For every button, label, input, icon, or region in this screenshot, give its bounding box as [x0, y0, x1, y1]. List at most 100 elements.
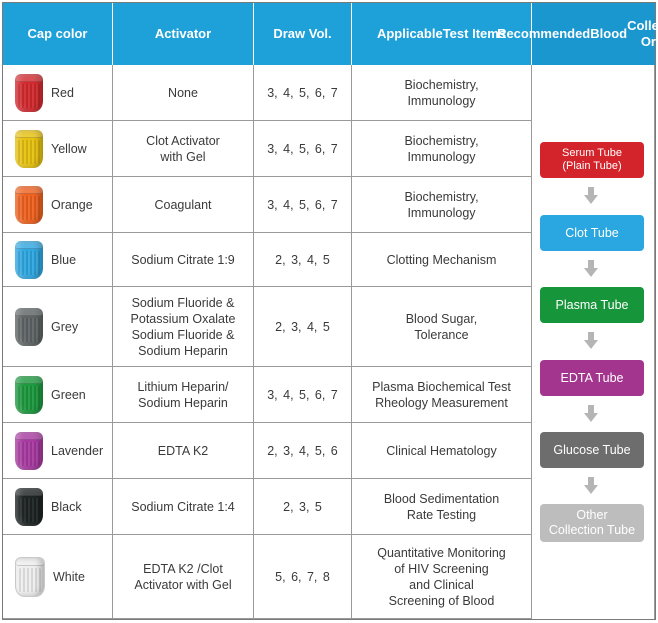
tube-cap-icon	[15, 73, 43, 112]
test-item-line: Biochemistry,	[404, 133, 479, 148]
test-item-line: Biochemistry,	[404, 189, 479, 204]
activator-line: EDTA K2 /Clot	[143, 561, 223, 576]
order-step-label: Glucose Tube	[553, 442, 631, 457]
test-item-line: Biochemistry,	[404, 77, 479, 92]
order-step-label: Other	[576, 508, 608, 522]
order-step-label: Serum Tube	[562, 147, 622, 159]
order-step-box: Glucose Tube	[540, 432, 644, 468]
test-item-line: Immunology	[407, 149, 476, 164]
order-step-label: Clot Tube	[565, 225, 619, 240]
tube-cap-icon	[15, 307, 43, 346]
draw-volume-cell: 3, 4, 5, 6, 7	[254, 121, 352, 177]
header-recommended-line2: Blood	[590, 26, 628, 41]
test-item-line: Plasma Biochemical Test	[372, 379, 511, 394]
activator-line: EDTA K2	[157, 443, 209, 458]
cap-color-label: Blue	[51, 252, 77, 267]
cap-color-cell: Red	[3, 65, 113, 121]
activator-line: Sodium Citrate 1:9	[131, 252, 235, 267]
activator-cell: EDTA K2	[113, 423, 254, 479]
cap-color-cell: White	[3, 535, 113, 619]
activator-cell: EDTA K2 /Clot Activator with Gel	[113, 535, 254, 619]
activator-line: Activator with Gel	[134, 577, 232, 592]
order-step-label: Collection Tube	[548, 523, 636, 537]
down-arrow-icon	[584, 187, 598, 205]
cap-color-label: Green	[51, 387, 86, 402]
cap-color-label: Red	[51, 85, 74, 100]
test-items-cell: Biochemistry, Immunology	[352, 177, 532, 233]
cap-color-label: Grey	[51, 319, 79, 334]
activator-line: Sodium Heparin	[138, 343, 228, 358]
activator-cell: Sodium Fluoride & Potassium Oxalate Sodium…	[113, 287, 254, 367]
draw-volume-cell: 5, 6, 7, 8	[254, 535, 352, 619]
test-items-cell: Quantitative Monitoring of HIV Screening a…	[352, 535, 532, 619]
cap-color-cell: Orange	[3, 177, 113, 233]
header-activator: Activator	[113, 3, 254, 65]
activator-cell: Lithium Heparin/Sodium Heparin	[113, 367, 254, 423]
cap-color-label: Yellow	[51, 141, 87, 156]
draw-volume-cell: 2, 3, 4, 5, 6	[254, 423, 352, 479]
cap-color-label: White	[53, 569, 85, 584]
down-arrow-icon	[584, 260, 598, 278]
test-items-cell: Clinical Hematology	[352, 423, 532, 479]
down-arrow-icon	[584, 332, 598, 350]
order-step-box: EDTA Tube	[540, 360, 644, 396]
order-step-box: Clot Tube	[540, 215, 644, 251]
header-applicable-line2: Test Items	[442, 26, 507, 41]
order-step-label: EDTA Tube	[560, 370, 624, 385]
draw-volume-cell: 3, 4, 5, 6, 7	[254, 65, 352, 121]
test-item-line: Blood Sedimentation	[383, 491, 500, 506]
tube-cap-icon	[15, 185, 43, 224]
test-item-line: Rate Testing	[406, 507, 477, 522]
test-item-line: Rheology Measurement	[375, 395, 508, 410]
draw-volume-cell: 3, 4, 5, 6, 7	[254, 177, 352, 233]
order-step-box: Serum Tube (Plain Tube)	[540, 142, 644, 178]
header-recommended-line1: Recommended	[497, 26, 591, 41]
order-step-label: (Plain Tube)	[562, 160, 622, 172]
tube-cap-icon	[15, 129, 43, 168]
cap-color-cell: Green	[3, 367, 113, 423]
down-arrow-icon	[584, 477, 598, 495]
header-cap-color: Cap color	[3, 3, 113, 65]
header-draw-vol: Draw Vol.	[254, 3, 352, 65]
test-item-line: Blood Sugar,	[405, 311, 478, 326]
activator-cell: Sodium Citrate 1:4	[113, 479, 254, 535]
test-item-line: of HIV Screening	[394, 561, 489, 576]
collection-order-column: Serum Tube (Plain Tube) Clot Tube Plasma Tu…	[532, 65, 655, 619]
test-item-line: Quantitative Monitoring	[377, 545, 506, 560]
activator-line: Coagulant	[154, 197, 212, 212]
tube-cap-icon	[15, 431, 43, 470]
test-item-line: Screening of Blood	[388, 593, 495, 608]
cap-color-label: Lavender	[51, 443, 104, 458]
draw-volume-cell: 3, 4, 5, 6, 7	[254, 367, 352, 423]
activator-cell: None	[113, 65, 254, 121]
cap-color-cell: Lavender	[3, 423, 113, 479]
test-item-line: and Clinical	[409, 577, 474, 592]
test-items-cell: Biochemistry, Immunology	[352, 65, 532, 121]
activator-line: Lithium Heparin/	[137, 379, 229, 394]
test-item-line: Clotting Mechanism	[386, 252, 497, 267]
activator-line: Potassium Oxalate	[130, 311, 236, 326]
test-items-cell: Plasma Biochemical Test Rheology Measurem…	[352, 367, 532, 423]
test-item-line: Immunology	[407, 205, 476, 220]
header-applicable-line1: Applicable	[376, 26, 443, 41]
test-items-cell: Blood Sedimentation Rate Testing	[352, 479, 532, 535]
cap-color-label: Orange	[51, 197, 93, 212]
test-items-cell: Blood Sugar, Tolerance	[352, 287, 532, 367]
cap-color-label: Black	[51, 499, 82, 514]
order-step-box: Plasma Tube	[540, 287, 644, 323]
activator-cell: Clot Activator with Gel	[113, 121, 254, 177]
activator-line: None	[168, 85, 198, 100]
cap-color-cell: Yellow	[3, 121, 113, 177]
cap-color-cell: Black	[3, 479, 113, 535]
draw-volume-cell: 2, 3, 4, 5	[254, 233, 352, 287]
draw-volume-cell: 2, 3, 4, 5	[254, 287, 352, 367]
tube-cap-icon	[15, 375, 43, 414]
tube-cap-icon	[15, 240, 43, 279]
order-step-box: Other Collection Tube	[540, 504, 644, 542]
test-item-line: Clinical Hematology	[386, 443, 497, 458]
activator-line: Sodium Fluoride &	[131, 295, 235, 310]
activator-line: Sodium Citrate 1:4	[131, 499, 235, 514]
test-items-cell: Clotting Mechanism	[352, 233, 532, 287]
tube-cap-icon	[15, 487, 43, 526]
